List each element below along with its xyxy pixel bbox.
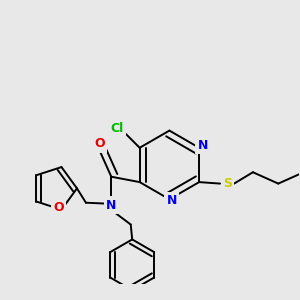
Text: Cl: Cl bbox=[111, 122, 124, 135]
Text: O: O bbox=[53, 201, 64, 214]
Text: N: N bbox=[167, 194, 177, 207]
Text: N: N bbox=[197, 139, 208, 152]
Text: S: S bbox=[223, 177, 232, 190]
Text: N: N bbox=[106, 199, 116, 212]
Text: O: O bbox=[94, 137, 105, 150]
